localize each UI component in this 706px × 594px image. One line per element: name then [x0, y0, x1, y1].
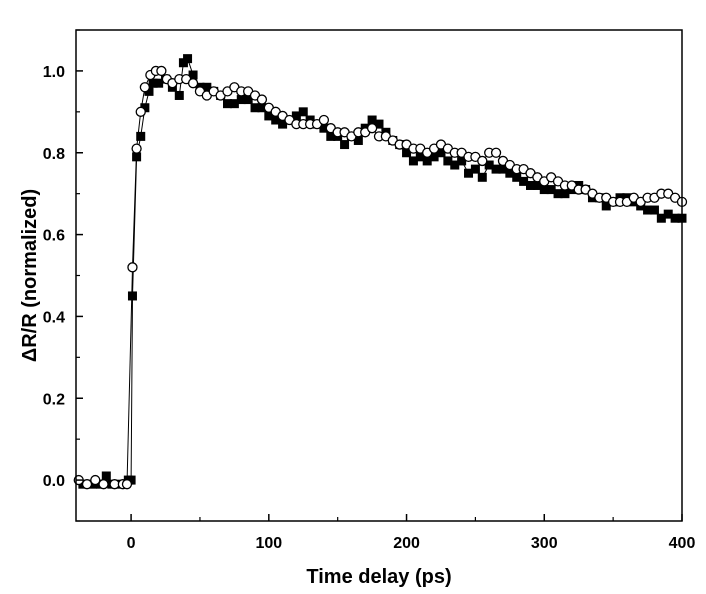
series-1-point: [223, 99, 232, 109]
series-1-point: [126, 475, 136, 485]
series-1-point: [326, 131, 336, 141]
series-1-point: [127, 291, 137, 301]
series-1-point: [174, 90, 184, 100]
series-2-point: [131, 143, 142, 154]
y-tick-label: 0.8: [43, 146, 65, 163]
x-tick-label: 300: [531, 535, 558, 552]
series-1-point: [464, 168, 474, 178]
series-1-point: [477, 172, 487, 182]
series-1-point: [367, 115, 377, 125]
series-1-point: [257, 103, 267, 113]
series-1-point: [353, 135, 363, 145]
x-tick-label: 400: [669, 535, 696, 552]
series-1-point: [229, 99, 239, 109]
series-2-point: [139, 82, 151, 93]
series-1-point: [470, 164, 480, 174]
series-1-point: [450, 160, 460, 170]
series-2-point: [477, 155, 488, 167]
series-1-point: [188, 70, 198, 80]
series-1-point: [298, 107, 308, 117]
series-1-point: [519, 176, 529, 186]
series-1-point: [656, 213, 666, 223]
series-1-point: [443, 156, 453, 166]
series-1-point: [484, 160, 494, 170]
series-1-point: [643, 205, 653, 215]
series-2-point: [127, 262, 138, 273]
y-tick-label: 1.0: [43, 64, 65, 81]
series-1-point: [422, 156, 432, 166]
y-axis-title: ΔR/R (normalized): [19, 189, 41, 362]
series-1-point: [663, 209, 673, 219]
series-1-point: [136, 131, 146, 141]
series-2-point: [187, 78, 199, 89]
series-1-point: [553, 189, 563, 199]
series-2-point: [90, 474, 101, 486]
series-2-point: [135, 106, 146, 117]
series-1-point: [374, 119, 384, 129]
series-1-point: [408, 156, 418, 166]
plot-frame: [75, 29, 683, 522]
series-1-point: [512, 172, 522, 182]
series-1-point: [436, 148, 446, 158]
series-1-point: [457, 156, 467, 166]
series-1-point: [560, 189, 570, 199]
series-2-point: [490, 147, 502, 158]
series-1-point: [250, 103, 260, 113]
series-1-point: [236, 95, 246, 105]
series-1-point: [264, 111, 274, 121]
series-1-point: [670, 213, 680, 223]
series-2-point: [81, 479, 93, 490]
series-1-point: [498, 164, 508, 174]
series-1-point: [202, 82, 212, 92]
series-1-point: [154, 78, 164, 88]
series-1-point: [340, 140, 350, 150]
x-axis-title: Time delay (ps): [306, 566, 451, 588]
y-tick-label: 0.2: [43, 391, 65, 408]
series-2-point: [156, 65, 167, 77]
series-1-point: [183, 54, 193, 64]
x-tick-label: 200: [393, 535, 420, 552]
y-tick-label: 0.4: [43, 309, 65, 326]
series-2-point: [366, 123, 378, 134]
series-2-point: [98, 479, 109, 490]
series-1-point: [546, 185, 556, 195]
series-1-point: [271, 115, 281, 125]
series-1-point: [415, 152, 425, 162]
x-tick-label: 0: [127, 535, 136, 552]
series-layer: [73, 54, 688, 490]
series-1-point: [140, 103, 150, 113]
series-1-point: [402, 148, 412, 158]
axes-layer: 0 100 200 300 400 0.0 0.2 0.4 0.6 0.8 1.0: [43, 29, 696, 552]
series-1-point: [243, 95, 253, 105]
x-tick-label: 100: [255, 535, 282, 552]
series-1-point: [278, 119, 288, 129]
series-2-point: [256, 94, 268, 105]
series-1-point: [505, 168, 515, 178]
y-tick-label: 0.6: [43, 228, 65, 245]
series-1-point: [539, 185, 549, 195]
series-1-point: [319, 123, 329, 133]
series-1-point: [649, 205, 659, 215]
series-1-point: [101, 471, 111, 481]
series-1-point: [532, 180, 542, 190]
series-1-point: [144, 86, 154, 96]
series-2-point: [318, 114, 330, 126]
series-1-point: [601, 201, 611, 211]
series-1-point: [429, 152, 439, 162]
series-1-point: [491, 164, 501, 174]
series-1-point: [526, 180, 535, 190]
series-1-point: [148, 78, 158, 88]
series-2-point: [121, 479, 133, 490]
y-tick-label: 0.0: [43, 473, 65, 490]
series-1-point: [291, 111, 301, 121]
